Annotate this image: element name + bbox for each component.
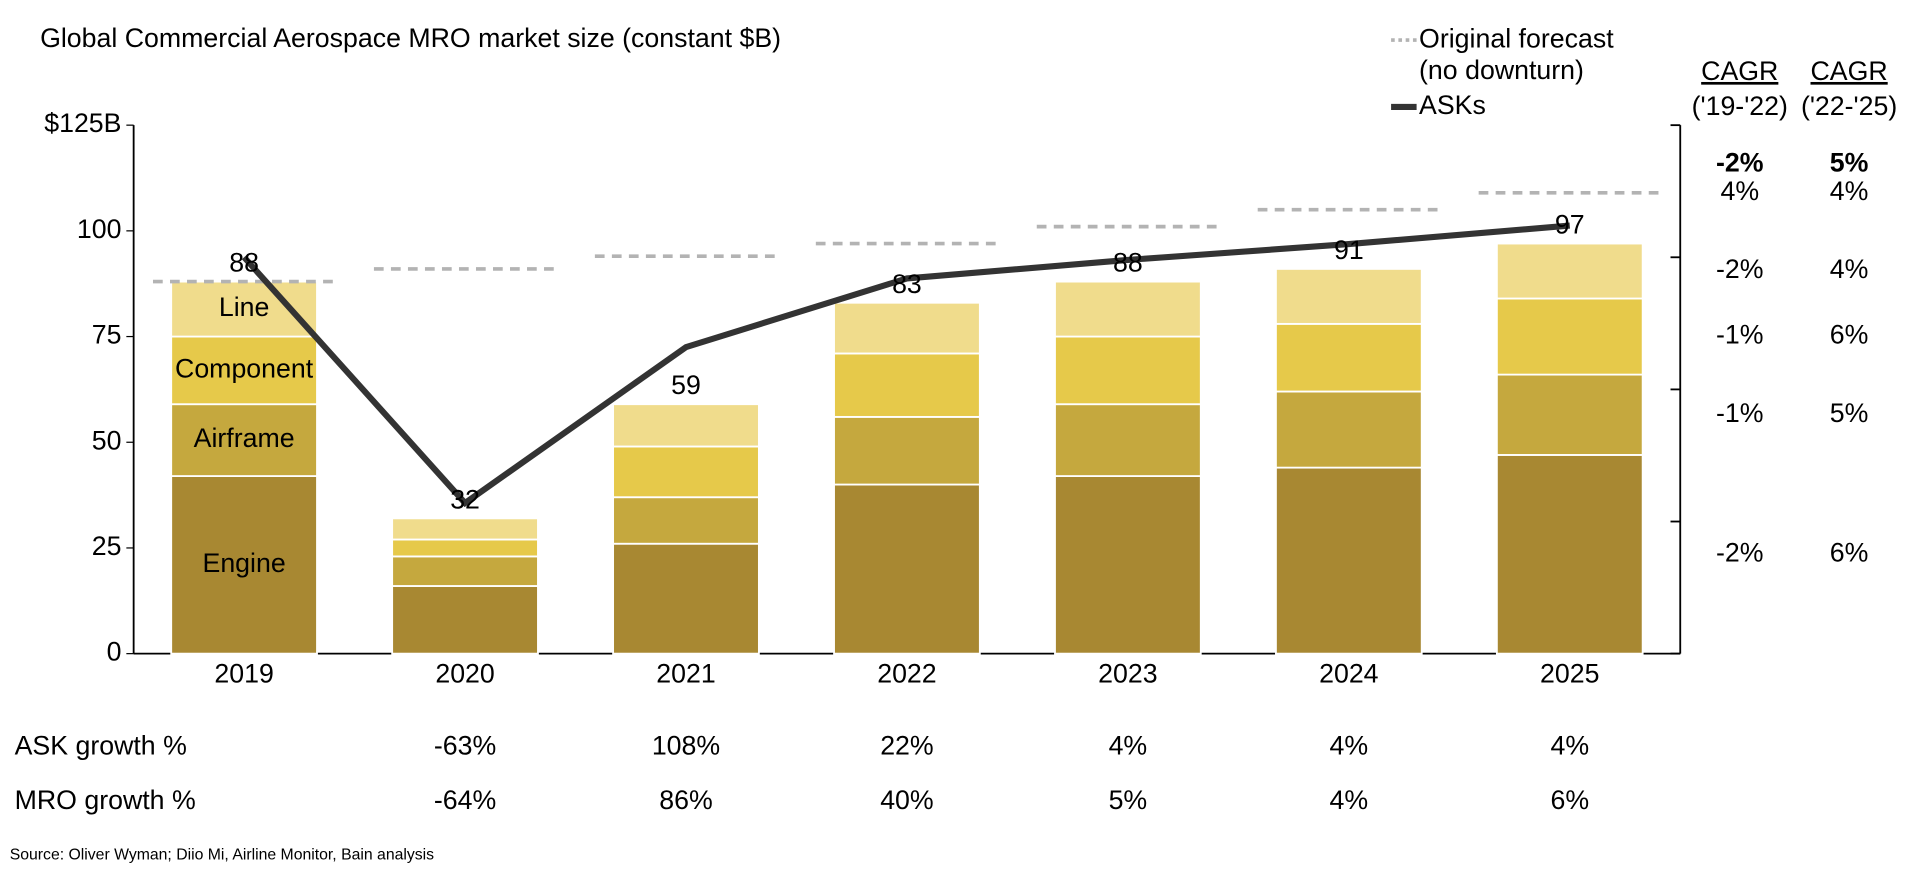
- growth-value: 5%: [1109, 785, 1148, 815]
- growth-value: 6%: [1550, 785, 1589, 815]
- y-tick-label: $125B: [44, 108, 121, 138]
- cagr-header: ('22-'25): [1801, 91, 1897, 121]
- cagr-value: 5%: [1830, 398, 1869, 428]
- x-tick-label: 2024: [1319, 659, 1379, 689]
- bar-segment: [1054, 475, 1202, 655]
- segment-label: Line: [219, 292, 270, 322]
- y-tick-label: 75: [92, 320, 122, 350]
- cagr-value: -1%: [1716, 320, 1764, 350]
- y-tick-label: 100: [77, 214, 122, 244]
- bar-segment: [391, 517, 539, 541]
- total-label: 83: [892, 269, 922, 299]
- bar-segment: [612, 496, 760, 545]
- bar-segment: [1495, 454, 1644, 655]
- bar-segment: [833, 415, 981, 486]
- y-tick-label: 0: [107, 637, 122, 667]
- bar-segment: [1275, 267, 1423, 325]
- cagr-value: -2%: [1716, 254, 1764, 284]
- legend-label: ASKs: [1419, 90, 1486, 120]
- bar-segment: [1275, 390, 1423, 469]
- bar-segment: [612, 445, 760, 499]
- y-tick-label: 50: [92, 425, 122, 455]
- source-note: Source: Oliver Wyman; Diio Mi, Airline M…: [10, 846, 434, 863]
- cagr-value: 6%: [1830, 320, 1869, 350]
- bar-segment: [1054, 335, 1202, 406]
- cagr-header: CAGR: [1811, 56, 1888, 86]
- cagr-value: 4%: [1830, 254, 1869, 284]
- bar-segment: [391, 585, 539, 655]
- total-label: 91: [1334, 235, 1364, 265]
- total-label: 88: [229, 248, 259, 278]
- bar-segment: [1495, 242, 1644, 300]
- growth-value: 22%: [880, 730, 933, 760]
- bar-segment: [1054, 280, 1202, 338]
- cagr-value: 4%: [1720, 176, 1759, 206]
- growth-value: 4%: [1330, 730, 1369, 760]
- x-tick-label: 2020: [435, 659, 494, 689]
- bar-segment: [391, 555, 539, 587]
- bar-segment: [170, 475, 318, 655]
- bar-segment: [612, 542, 760, 655]
- bar-segment: [833, 301, 981, 355]
- cagr-value: -2%: [1716, 148, 1764, 178]
- segment-label: Component: [175, 353, 314, 383]
- bar-segment: [833, 352, 981, 418]
- bar-segment: [1495, 297, 1644, 376]
- growth-value: 108%: [652, 730, 720, 760]
- chart-title: Global Commercial Aerospace MRO market s…: [40, 23, 781, 53]
- x-tick-label: 2023: [1098, 659, 1157, 689]
- legend-item: Original forecast (no downturn): [1419, 23, 1614, 86]
- x-tick-label: 2022: [877, 659, 936, 689]
- growth-value: 4%: [1109, 730, 1148, 760]
- growth-value: 4%: [1550, 730, 1589, 760]
- bar-segment: [170, 403, 318, 477]
- cagr-header: CAGR: [1701, 56, 1778, 86]
- total-label: 32: [450, 484, 480, 514]
- bar-segment: [1495, 373, 1644, 456]
- x-tick-label: 2025: [1540, 659, 1599, 689]
- x-tick-label: 2019: [214, 659, 273, 689]
- cagr-value: 6%: [1830, 537, 1869, 567]
- total-label: 97: [1555, 210, 1585, 240]
- bar-segment: [1054, 403, 1202, 477]
- bar-segment: [833, 483, 981, 655]
- row-label: ASK growth %: [15, 730, 187, 760]
- growth-value: -64%: [434, 785, 496, 815]
- bar-segment: [1275, 322, 1423, 393]
- cagr-header: ('19-'22): [1692, 91, 1788, 121]
- segment-label: Engine: [203, 548, 286, 578]
- bar-segment: [1275, 466, 1423, 655]
- growth-value: 86%: [659, 785, 712, 815]
- y-tick-label: 25: [92, 531, 122, 561]
- cagr-value: 4%: [1830, 176, 1869, 206]
- bar-segment: [391, 538, 539, 558]
- growth-value: 4%: [1330, 785, 1369, 815]
- bar-segment: [612, 403, 760, 448]
- ask-line: [241, 222, 1571, 508]
- segment-label: Airframe: [194, 423, 295, 453]
- cagr-value: 5%: [1830, 148, 1869, 178]
- x-tick-label: 2021: [656, 659, 715, 689]
- growth-value: -63%: [434, 730, 496, 760]
- cagr-value: -1%: [1716, 398, 1764, 428]
- legend-label: Original forecast (no downturn): [1419, 23, 1614, 86]
- bar-segment: [170, 335, 318, 406]
- cagr-value: -2%: [1716, 537, 1764, 567]
- growth-value: 40%: [880, 785, 933, 815]
- row-label: MRO growth %: [15, 785, 196, 815]
- total-label: 88: [1113, 248, 1143, 278]
- total-label: 59: [671, 370, 701, 400]
